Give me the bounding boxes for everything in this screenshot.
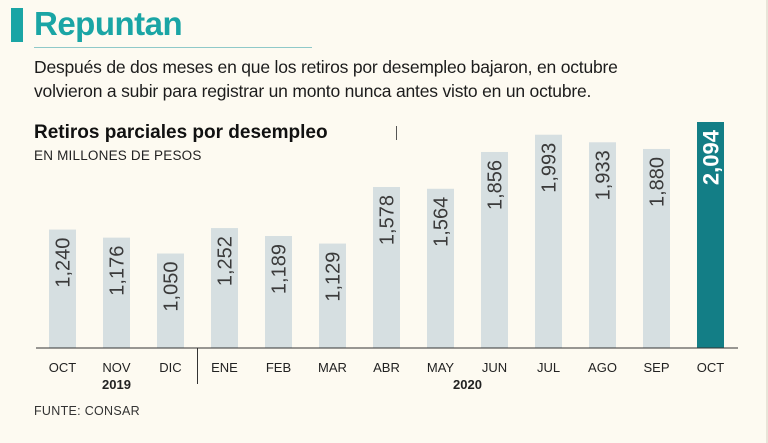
bar-value-label: 1,176 — [107, 246, 129, 296]
category-label: MAY — [427, 360, 455, 375]
bar-value-label: 1,050 — [161, 262, 183, 312]
intro-line-1: Después de dos meses en que los retiros … — [34, 57, 618, 77]
intro-text: Después de dos meses en que los retiros … — [34, 55, 754, 103]
bar-value-label: 1,993 — [539, 143, 561, 193]
headline: Repuntan — [34, 5, 183, 42]
category-label: FEB — [266, 360, 291, 375]
accent-bar — [11, 8, 23, 42]
bar-value-label: 1,240 — [53, 238, 75, 288]
category-label: ABR — [373, 360, 400, 375]
bar-feb-4 — [265, 236, 292, 348]
bar-value-label: 1,880 — [647, 157, 669, 207]
bar-value-label: 1,933 — [593, 150, 615, 200]
category-label: JUN — [482, 360, 507, 375]
headline-rule — [34, 47, 312, 48]
bar-value-label: 1,564 — [431, 197, 453, 247]
chart-units: EN MILLONES DE PESOS — [34, 148, 202, 163]
category-label: JUL — [537, 360, 560, 375]
category-label: NOV — [102, 360, 131, 375]
bar-nov-1 — [103, 237, 130, 348]
bar-value-label: 1,578 — [377, 195, 399, 245]
bar-may-7 — [427, 188, 454, 348]
title-tick — [396, 126, 397, 140]
category-label: OCT — [49, 360, 77, 375]
category-label: SEP — [643, 360, 669, 375]
source-note: FUNTE: CONSAR — [34, 404, 140, 418]
bar-oct-12 — [697, 122, 724, 348]
intro-line-2: volvieron a subir para registrar un mont… — [34, 81, 592, 101]
category-label: DIC — [159, 360, 181, 375]
category-label: OCT — [697, 360, 725, 375]
bar-value-label: 1,189 — [269, 244, 291, 294]
year-label-2019: 2019 — [102, 377, 131, 392]
category-label: MAR — [318, 360, 347, 375]
bar-jun-8 — [481, 151, 508, 348]
bar-value-label: 1,129 — [323, 252, 345, 302]
bar-value-label: 1,856 — [485, 160, 507, 210]
category-label: AGO — [588, 360, 617, 375]
chart-title: Retiros parciales por desempleo — [34, 122, 328, 143]
bar-sep-11 — [643, 148, 670, 348]
bar-jul-9 — [535, 134, 562, 348]
bar-abr-6 — [373, 187, 400, 348]
bar-oct-0 — [49, 229, 76, 348]
bar-value-label: 2,094 — [699, 129, 724, 185]
bar-mar-5 — [319, 243, 346, 348]
category-label: ENE — [211, 360, 238, 375]
bar-value-label: 1,252 — [215, 236, 237, 286]
bar-ago-10 — [589, 142, 616, 348]
bar-ene-3 — [211, 228, 238, 348]
bar-dic-2 — [157, 253, 184, 348]
year-label-2020: 2020 — [453, 377, 482, 392]
